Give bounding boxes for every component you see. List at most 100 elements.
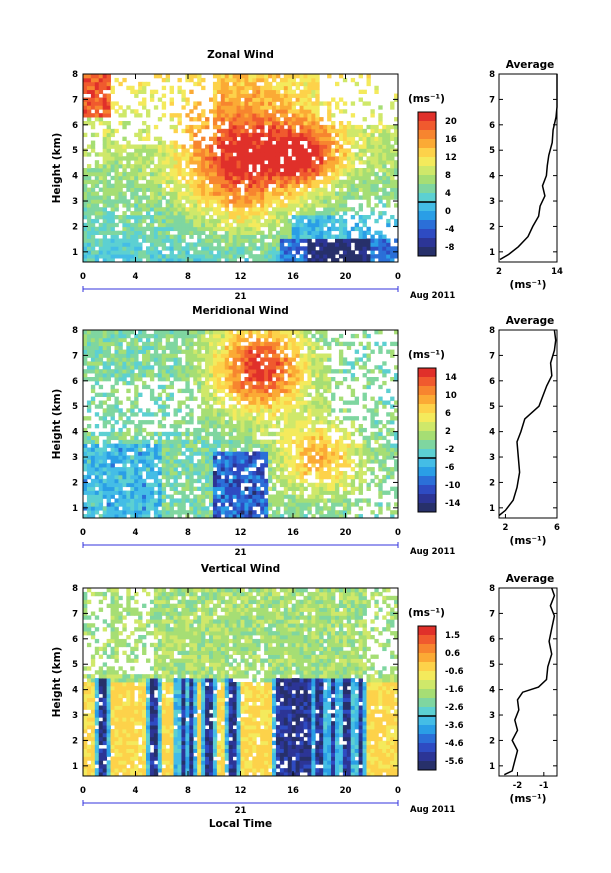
- heatmap-cell: [90, 506, 96, 511]
- heatmap-cell: [319, 230, 324, 235]
- heatmap-cell: [138, 144, 143, 149]
- heatmap-cell: [189, 160, 194, 165]
- heatmap-cell: [193, 117, 198, 122]
- heatmap-cell: [106, 77, 111, 83]
- heatmap-cell: [228, 361, 234, 366]
- heatmap-cell: [165, 203, 171, 208]
- heatmap-cell: [291, 187, 297, 192]
- heatmap-cell: [177, 77, 182, 83]
- heatmap-cell: [110, 152, 115, 157]
- heatmap-cell: [358, 234, 363, 239]
- heatmap-cell: [177, 195, 182, 200]
- heatmap-cell: [130, 179, 135, 185]
- heatmap-cell: [295, 211, 300, 216]
- heatmap-cell: [272, 455, 277, 460]
- heatmap-cell: [189, 459, 194, 464]
- heatmap-cell: [197, 498, 202, 503]
- heatmap-cell: [295, 164, 300, 169]
- heatmap-cell: [83, 152, 88, 157]
- heatmap-cell: [362, 215, 367, 220]
- heatmap-cell: [149, 199, 155, 204]
- heatmap-cell: [303, 191, 308, 196]
- heatmap-cell: [212, 105, 218, 110]
- heatmap-cell: [228, 250, 234, 255]
- heatmap-cell: [252, 132, 257, 138]
- heatmap-cell: [138, 365, 143, 370]
- heatmap-cell: [134, 400, 139, 405]
- heatmap-cell: [342, 226, 348, 232]
- heatmap-cell: [212, 455, 218, 460]
- heatmap-cell: [146, 203, 151, 208]
- heatmap-cell: [295, 113, 300, 118]
- heatmap-cell: [90, 377, 96, 382]
- heatmap-cell: [252, 471, 257, 476]
- heatmap-cell: [165, 459, 171, 464]
- heatmap-cell: [122, 226, 127, 232]
- heatmap-cell: [173, 148, 178, 153]
- heatmap-cell: [193, 242, 198, 247]
- heatmap-cell: [232, 254, 237, 259]
- heatmap-cell: [256, 109, 261, 114]
- heatmap-cell: [287, 246, 293, 251]
- heatmap-cell: [110, 211, 115, 216]
- heatmap-cell: [189, 195, 194, 200]
- heatmap-cell: [86, 171, 92, 177]
- heatmap-cell: [189, 498, 194, 503]
- heatmap-cell: [220, 132, 226, 138]
- heatmap-cell: [224, 330, 230, 335]
- heatmap-cell: [130, 203, 135, 208]
- heatmap-cell: [240, 463, 245, 468]
- heatmap-cell: [212, 121, 218, 126]
- heatmap-cell: [287, 380, 293, 386]
- heatmap-cell: [283, 380, 289, 386]
- heatmap-cell: [146, 345, 151, 350]
- heatmap-cell: [114, 333, 119, 339]
- heatmap-cell: [366, 77, 371, 83]
- heatmap-cell: [138, 427, 143, 433]
- heatmap-cell: [279, 211, 285, 216]
- heatmap-cell: [161, 490, 167, 495]
- heatmap-cell: [228, 427, 234, 433]
- heatmap-cell: [291, 474, 297, 480]
- heatmap-cell: [272, 431, 277, 437]
- heatmap-cell: [185, 250, 190, 255]
- heatmap-cell: [165, 230, 171, 235]
- heatmap-cell: [122, 380, 127, 386]
- heatmap-cell: [220, 396, 226, 401]
- heatmap-cell: [83, 234, 88, 239]
- heatmap-cell: [272, 424, 277, 429]
- heatmap-cell: [323, 230, 328, 235]
- heatmap-cell: [161, 416, 167, 421]
- heatmap-cell: [169, 97, 174, 102]
- heatmap-cell: [126, 175, 131, 181]
- heatmap-cell: [212, 357, 218, 362]
- y-tick-label: 8: [72, 70, 78, 80]
- heatmap-cell: [177, 152, 182, 157]
- heatmap-cell: [268, 357, 273, 362]
- heatmap-cell: [272, 392, 277, 397]
- heatmap-cell: [205, 144, 210, 149]
- heatmap-cell: [149, 490, 155, 495]
- heatmap-cell: [248, 478, 253, 484]
- heatmap-cell: [319, 101, 324, 106]
- heatmap-cell: [106, 333, 111, 339]
- heatmap-cell: [224, 171, 230, 177]
- heatmap-cell: [193, 105, 198, 110]
- heatmap-cell: [102, 144, 108, 149]
- heatmap-cell: [130, 400, 135, 405]
- heatmap-cell: [149, 183, 155, 188]
- heatmap-cell: [275, 74, 281, 79]
- heatmap-cell: [220, 128, 226, 134]
- heatmap-cell: [212, 132, 218, 138]
- heatmap-cell: [106, 498, 111, 503]
- heatmap-cell: [327, 199, 332, 204]
- heatmap-cell: [193, 218, 198, 224]
- heatmap-cell: [350, 215, 356, 220]
- heatmap-cell: [295, 168, 300, 173]
- heatmap-cell: [102, 222, 108, 228]
- heatmap-cell: [272, 439, 277, 444]
- heatmap-cell: [185, 463, 190, 468]
- heatmap-cell: [291, 171, 297, 177]
- heatmap-cell: [142, 164, 147, 169]
- heatmap-cell: [275, 230, 281, 235]
